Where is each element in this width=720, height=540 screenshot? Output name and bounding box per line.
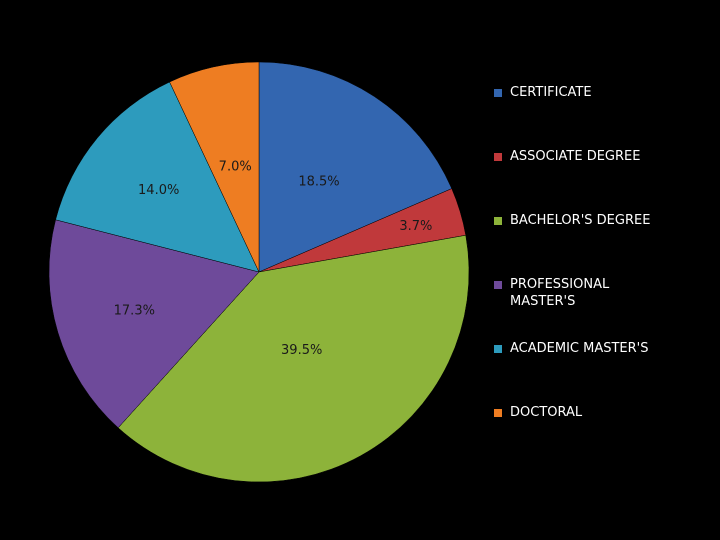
legend-swatch-bachelors-degree [494, 217, 502, 225]
legend-item-associate-degree: ASSOCIATE DEGREE [494, 148, 670, 165]
pie-slice-certificate [258, 61, 453, 273]
pie-slices [48, 61, 470, 483]
pie-slice-bachelor-s-degree [117, 234, 470, 483]
legend-item-academic-masters: ACADEMIC MASTER'S [494, 340, 670, 357]
legend-label-academic-masters: ACADEMIC MASTER'S [510, 341, 649, 356]
legend-swatch-professional-masters [494, 281, 502, 289]
pie-slice-professional-master-s [48, 219, 260, 429]
legend-item-bachelors-degree: BACHELOR'S DEGREE [494, 212, 670, 229]
data-label-doctoral: 7.0% [219, 159, 252, 174]
legend-item-doctoral: DOCTORAL [494, 404, 670, 421]
pie-slice-academic-master-s [55, 81, 260, 273]
legend-label-doctoral: DOCTORAL [510, 405, 583, 420]
legend-label-associate-degree: ASSOCIATE DEGREE [510, 149, 641, 164]
legend-item-professional-masters: PROFESSIONAL MASTER'S [494, 276, 630, 310]
legend-item-certificate: CERTIFICATE [494, 84, 670, 101]
legend-swatch-associate-degree [494, 153, 502, 161]
pie-data-labels: 18.5% 3.7% 39.5% 17.3% 14.0% 7.0% [114, 159, 433, 358]
data-label-professional-master-s: 17.3% [114, 304, 155, 319]
legend-label-professional-masters: PROFESSIONAL MASTER'S [510, 277, 610, 309]
data-label-academic-master-s: 14.0% [138, 183, 179, 198]
data-label-certificate: 18.5% [298, 175, 339, 190]
legend-swatch-academic-masters [494, 345, 502, 353]
legend-swatch-certificate [494, 89, 502, 97]
legend-label-certificate: CERTIFICATE [510, 85, 592, 100]
data-label-associate-degree: 3.7% [399, 219, 432, 234]
pie-slice-doctoral [169, 61, 260, 273]
legend-swatch-doctoral [494, 409, 502, 417]
data-label-bachelor-s-degree: 39.5% [281, 343, 322, 358]
legend-label-bachelors-degree: BACHELOR'S DEGREE [510, 213, 651, 228]
